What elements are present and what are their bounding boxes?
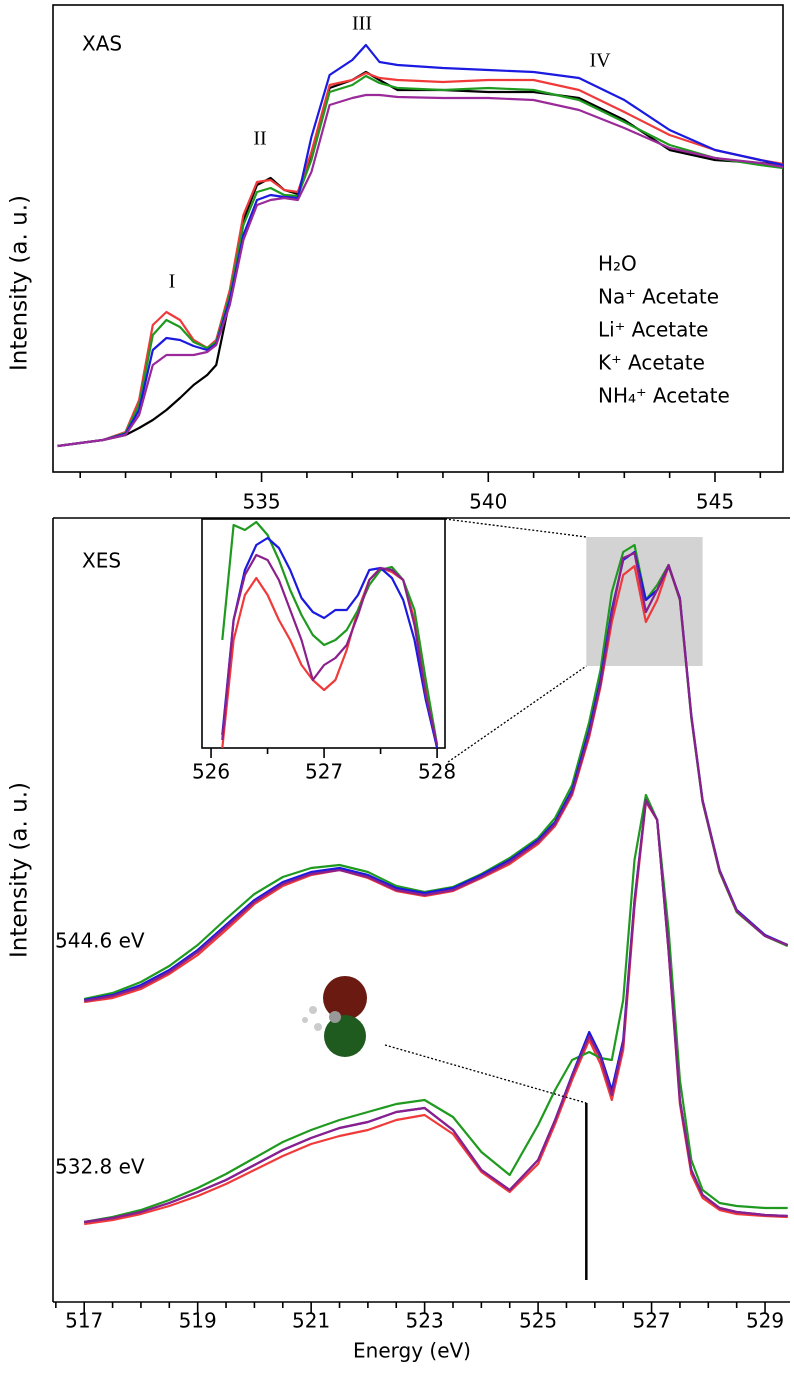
atom xyxy=(309,1006,317,1014)
x-tick-label: 528 xyxy=(418,760,456,784)
y-axis-label: Intensity (a. u.) xyxy=(7,195,33,371)
atom xyxy=(314,1023,322,1031)
panel-label: XAS xyxy=(82,32,122,56)
x-tick-label: 523 xyxy=(406,1309,444,1333)
spectrum-line xyxy=(84,793,788,1224)
x-tick-label: 525 xyxy=(519,1309,557,1333)
spectrum-line xyxy=(221,536,439,749)
x-tick-label: 535 xyxy=(242,490,280,514)
orbital-pointer xyxy=(384,1044,587,1104)
spectrum-line xyxy=(221,553,439,746)
x-tick-label: 545 xyxy=(696,490,734,514)
excitation-label: 544.6 eV xyxy=(55,929,145,953)
peak-label: I xyxy=(169,271,176,293)
x-tick-label: 526 xyxy=(192,760,230,784)
panel-label: XES xyxy=(82,549,121,573)
y-axis-label: Intensity (a. u.) xyxy=(7,782,33,958)
x-tick-label: 517 xyxy=(65,1309,103,1333)
spectrum-line xyxy=(57,43,784,448)
atom xyxy=(329,1011,341,1023)
legend-entry: Na⁺ Acetate xyxy=(598,285,719,309)
x-tick-label: 527 xyxy=(632,1309,670,1333)
orbital-lobe xyxy=(323,976,367,1020)
spectrum-line xyxy=(221,566,439,749)
x-tick-label: 519 xyxy=(179,1309,217,1333)
orbital-lobe xyxy=(324,1015,366,1057)
peak-label: II xyxy=(253,128,266,150)
zoom-connector xyxy=(447,665,587,763)
legend-entry: H₂O xyxy=(598,252,637,276)
x-axis-label: Energy (eV) xyxy=(353,1339,471,1363)
spectrum-line xyxy=(84,551,789,1003)
orbital-illustration xyxy=(302,976,367,1057)
legend-entry: NH₄⁺ Acetate xyxy=(598,384,730,408)
zoom-connector xyxy=(444,518,587,538)
x-tick-label: 529 xyxy=(746,1309,784,1333)
plot-frame xyxy=(52,4,784,473)
inset-frame xyxy=(201,518,446,749)
spectrum-line xyxy=(221,520,439,746)
spectrum-line xyxy=(84,798,788,1224)
atom xyxy=(302,1017,308,1023)
x-tick-label: 521 xyxy=(292,1309,330,1333)
peak-label: III xyxy=(352,13,372,35)
spectrum-line xyxy=(57,74,784,448)
legend-entry: Li⁺ Acetate xyxy=(598,318,709,342)
peak-label: IV xyxy=(589,50,611,72)
excitation-label: 532.8 eV xyxy=(55,1155,145,1179)
spectrum-line xyxy=(84,800,788,1226)
x-tick-label: 540 xyxy=(469,490,507,514)
spectrum-line xyxy=(57,93,784,448)
legend-entry: K⁺ Acetate xyxy=(598,351,705,375)
x-tick-label: 527 xyxy=(305,760,343,784)
spectrum-line xyxy=(84,798,788,1224)
spectrum-line xyxy=(57,71,784,448)
